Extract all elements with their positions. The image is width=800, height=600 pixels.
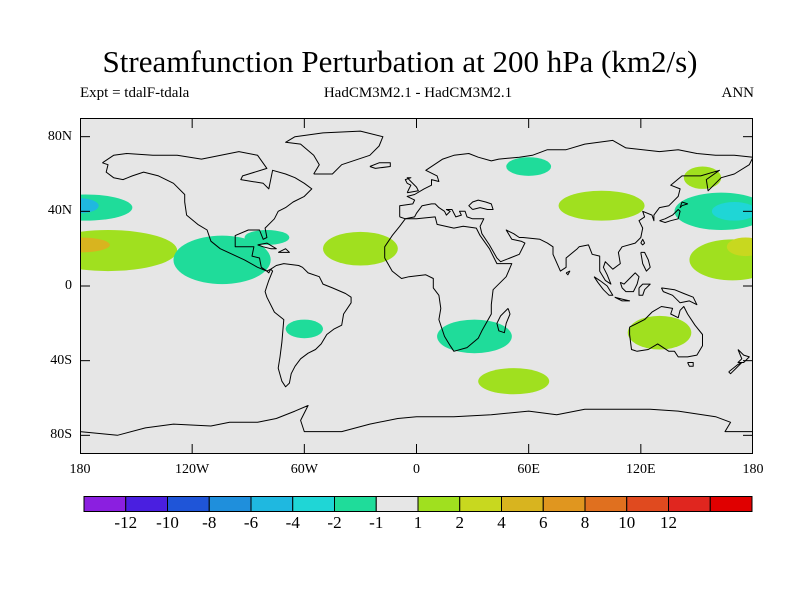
lon-tick-label: 60E xyxy=(517,462,540,477)
colorbar-swatch-1 xyxy=(125,496,168,512)
colorbar-label: -8 xyxy=(202,513,217,532)
contour-region-14 xyxy=(711,202,753,221)
coastline-3 xyxy=(399,139,753,285)
contour-layer xyxy=(80,157,753,395)
colorbar-swatch-10 xyxy=(501,496,544,512)
contour-region-9 xyxy=(478,368,550,395)
colorbar-label: -4 xyxy=(285,513,300,532)
lon-tick-label: 120E xyxy=(626,462,656,477)
coastline-6 xyxy=(285,130,384,175)
colorbar-swatch-7 xyxy=(375,496,419,512)
lat-tick-label: 80S xyxy=(50,427,72,443)
lat-tick-label: 0 xyxy=(65,278,72,293)
coastline-4 xyxy=(468,199,494,210)
lon-tick-label: 60W xyxy=(290,462,318,477)
coastline-23 xyxy=(640,238,646,246)
colorbar-label: -12 xyxy=(114,513,138,532)
colorbar-swatch-12 xyxy=(584,496,628,512)
coastline-22 xyxy=(640,251,651,272)
coastline-17 xyxy=(687,362,694,367)
colorbar-swatch-14 xyxy=(668,496,711,512)
coastline-14 xyxy=(638,283,651,296)
colorbar-swatch-13 xyxy=(626,496,669,512)
coastline-layer xyxy=(80,130,753,436)
colorbar-swatch-4 xyxy=(250,496,294,512)
colorbar-label: 6 xyxy=(539,513,548,532)
coastline-20 xyxy=(496,308,511,334)
colorbar-swatch-8 xyxy=(417,496,461,512)
colorbar-label: -2 xyxy=(327,513,342,532)
colorbar-swatch-6 xyxy=(334,496,377,512)
lon-tick-label: 0 xyxy=(413,462,420,477)
lat-tick-label: 80N xyxy=(47,128,72,144)
experiment-label: Expt = tdalF-tdala xyxy=(80,85,190,101)
contour-region-3 xyxy=(80,237,110,253)
colorbar-label: 4 xyxy=(497,513,506,532)
contour-region-6 xyxy=(323,231,398,266)
coastline-8 xyxy=(679,201,689,209)
contour-region-17 xyxy=(627,315,692,350)
coastline-2 xyxy=(384,216,513,352)
contour-region-16 xyxy=(726,237,753,257)
colorbar-label: -6 xyxy=(243,513,259,532)
coastline-5 xyxy=(404,177,419,194)
coastline-13 xyxy=(619,272,640,293)
colorbar-label: 2 xyxy=(455,513,465,532)
coastline-12 xyxy=(614,296,631,302)
contour-region-8 xyxy=(437,319,512,354)
colorbar-label: -10 xyxy=(156,513,179,532)
contour-region-7 xyxy=(285,319,324,339)
colorbar-swatch-11 xyxy=(542,496,586,512)
coastline-15 xyxy=(660,287,698,306)
colorbar-label: 12 xyxy=(660,513,677,532)
coastline-24 xyxy=(80,405,753,436)
map-title: Streamfunction Perturbation at 200 hPa (… xyxy=(102,44,698,79)
coastline-11 xyxy=(593,276,614,296)
axis-ticks xyxy=(80,118,753,454)
colorbar-swatch-9 xyxy=(459,496,502,512)
world-map-panel xyxy=(80,118,753,454)
contour-region-10 xyxy=(506,157,552,176)
coastline-16 xyxy=(629,306,703,358)
contour-region-11 xyxy=(558,190,645,221)
model-label: HadCM3M2.1 - HadCM3M2.1 xyxy=(323,85,513,101)
coastline-7 xyxy=(659,209,681,223)
map-frame xyxy=(80,118,753,454)
lon-tick-label: 120W xyxy=(175,462,210,477)
contour-region-2 xyxy=(80,230,178,272)
colorbar-swatch-2 xyxy=(167,496,210,512)
lon-tick-label: 180 xyxy=(69,462,91,477)
contour-region-4 xyxy=(173,235,271,285)
lon-tick-label: 180 xyxy=(742,462,764,477)
coastline-1 xyxy=(264,263,352,388)
colorbar-label: 8 xyxy=(580,513,590,532)
colorbar-swatch-5 xyxy=(292,496,335,512)
coastline-19 xyxy=(728,362,743,375)
colorbar-swatch-3 xyxy=(208,496,252,512)
coastline-9 xyxy=(257,242,277,250)
season-label: ANN xyxy=(721,85,755,101)
map-background xyxy=(80,118,753,454)
contour-region-12 xyxy=(683,166,722,189)
contour-region-1 xyxy=(80,198,99,214)
coastline-25 xyxy=(369,162,391,169)
coastline-10 xyxy=(277,248,290,253)
coastline-21 xyxy=(565,270,571,276)
colorbar xyxy=(83,496,753,512)
lat-tick-label: 40N xyxy=(47,203,72,219)
lat-tick-label: 40S xyxy=(50,352,72,368)
colorbar-label: -1 xyxy=(369,513,384,532)
colorbar-swatch-0 xyxy=(83,496,127,512)
colorbar-swatch-15 xyxy=(709,496,753,512)
coastline-18 xyxy=(737,349,750,363)
colorbar-label: 1 xyxy=(413,513,423,532)
coastline-0 xyxy=(102,151,313,274)
colorbar-label: 10 xyxy=(618,513,636,532)
